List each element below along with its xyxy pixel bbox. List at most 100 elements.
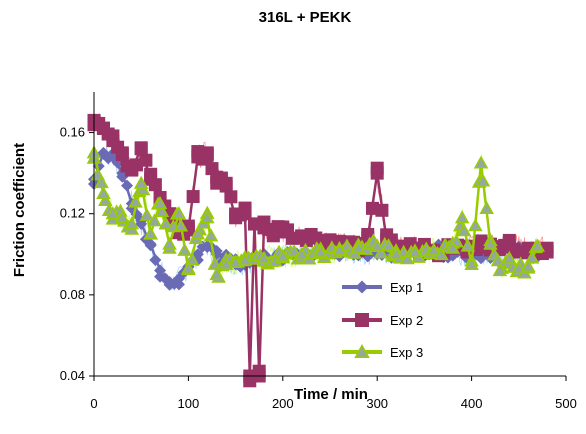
data-point [115, 146, 129, 160]
x-tick-label: 200 [272, 396, 294, 411]
data-point [134, 142, 148, 156]
plot-area [86, 112, 554, 388]
data-point [388, 246, 404, 260]
data-point [116, 167, 129, 180]
data-point [219, 176, 233, 190]
data-point [369, 238, 385, 252]
legend-marker [355, 313, 369, 327]
series-marker [121, 179, 134, 192]
y-axis-ticks: 0.04 0.08 0.12 0.16 [60, 125, 94, 383]
series-marker [381, 238, 396, 252]
data-point [502, 250, 517, 264]
legend: Exp 1 Exp 2 Exp 3 [342, 280, 423, 360]
series-marker [400, 251, 415, 265]
data-point [171, 206, 187, 220]
series-layer [86, 113, 554, 388]
series-marker [177, 242, 192, 256]
series-marker [173, 218, 189, 232]
series-marker [184, 252, 200, 266]
data-point [454, 210, 470, 224]
data-point [152, 196, 168, 210]
x-tick-label: 400 [461, 396, 483, 411]
data-point [97, 146, 110, 159]
data-point [96, 185, 111, 199]
data-point [125, 162, 139, 176]
x-axis-label: Time / min [294, 386, 368, 403]
series-marker [147, 213, 162, 227]
legend-label: Exp 1 [390, 280, 423, 295]
x-tick-label: 0 [90, 396, 97, 411]
series-marker [468, 218, 483, 232]
data-point [106, 134, 120, 148]
series-marker [203, 228, 219, 242]
series-marker [373, 245, 389, 259]
data-point [464, 256, 479, 270]
data-point [154, 264, 167, 277]
data-point [520, 258, 536, 273]
data-point [124, 216, 140, 230]
legend-label: Exp 3 [390, 345, 423, 360]
series-3 [86, 145, 545, 283]
legend-entry: Exp 2 [342, 313, 423, 328]
series-marker [139, 207, 155, 221]
data-point [370, 166, 384, 180]
data-point [115, 210, 130, 224]
series-marker [128, 194, 143, 208]
data-point [143, 226, 158, 240]
data-point [105, 206, 121, 220]
data-point [295, 229, 309, 243]
data-point [313, 244, 328, 258]
legend-entry: Exp 3 [342, 343, 423, 360]
data-point [276, 225, 290, 239]
x-tick-label: 500 [555, 396, 577, 411]
x-tick-label: 100 [178, 396, 200, 411]
series-marker [186, 190, 200, 204]
legend-entry: Exp 1 [342, 280, 423, 295]
series-marker [94, 174, 109, 189]
data-point [445, 240, 460, 254]
data-point [275, 248, 291, 262]
data-point [530, 238, 545, 252]
data-point [96, 122, 110, 136]
data-point [237, 252, 253, 266]
x-tick-label: 300 [366, 396, 388, 411]
data-point [181, 260, 196, 275]
series-marker [524, 250, 540, 264]
series-marker [154, 204, 170, 218]
data-point [483, 236, 498, 250]
chart-title: 316L + PEKK [259, 9, 352, 26]
data-point [332, 242, 347, 256]
data-point [190, 226, 206, 240]
series-marker [149, 253, 162, 266]
series-marker [375, 203, 389, 217]
legend-marker [355, 280, 369, 294]
series-marker [224, 190, 238, 204]
series-marker [456, 223, 472, 237]
y-tick-label: 0.12 [60, 206, 85, 221]
data-point [473, 155, 489, 169]
y-tick-label: 0.08 [60, 287, 85, 302]
data-point [162, 236, 177, 250]
data-point [133, 175, 149, 189]
x-axis-ticks: 0 100 200 300 400 500 [90, 376, 577, 411]
legend-marker [354, 343, 370, 358]
data-point [200, 146, 214, 160]
data-point [163, 278, 176, 291]
data-point [209, 267, 224, 281]
y-tick-label: 0.04 [60, 368, 85, 383]
data-point [144, 238, 157, 251]
data-point [294, 246, 309, 260]
y-axis-label: Friction coefficient [11, 143, 28, 277]
data-point [256, 250, 272, 264]
series-marker [479, 200, 494, 215]
data-point [351, 240, 366, 254]
data-point [238, 207, 252, 221]
series-marker [98, 192, 113, 207]
data-point [200, 210, 215, 224]
legend-label: Exp 2 [390, 313, 423, 328]
series-marker [135, 182, 151, 196]
data-point [172, 272, 185, 285]
y-tick-label: 0.16 [60, 125, 85, 140]
data-point [492, 262, 508, 277]
